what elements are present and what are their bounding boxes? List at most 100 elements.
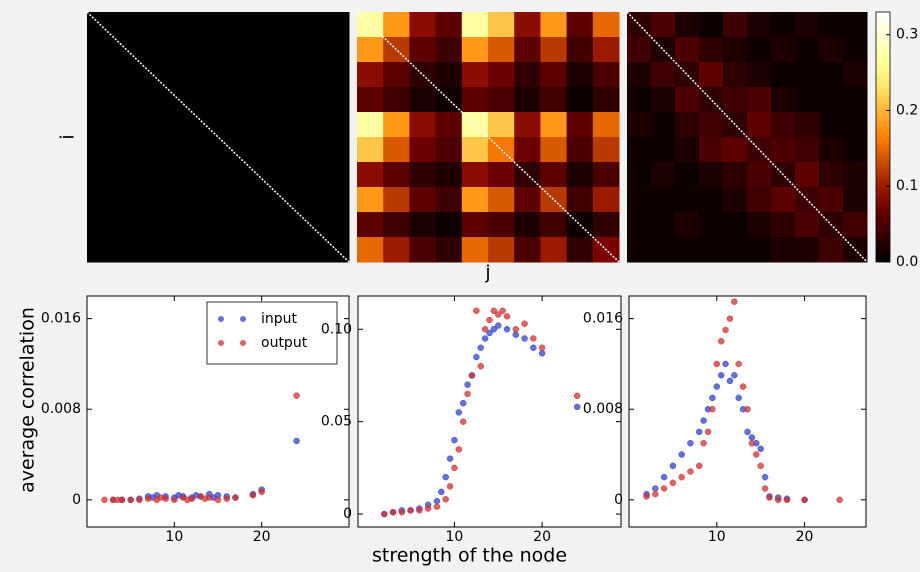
heat-cell xyxy=(843,187,868,213)
heat-cell xyxy=(540,62,568,88)
point xyxy=(503,313,511,320)
heat-cell xyxy=(139,162,167,188)
heat-cell xyxy=(699,37,724,63)
heat-cell xyxy=(87,62,114,88)
point xyxy=(214,496,222,504)
heat-cell xyxy=(699,62,724,88)
point xyxy=(127,496,134,504)
heat-cell xyxy=(165,62,193,88)
heat-cell xyxy=(165,187,193,213)
heat-cell xyxy=(819,37,844,63)
point xyxy=(455,446,463,453)
point xyxy=(695,462,703,470)
point xyxy=(836,496,843,504)
heat-cell xyxy=(651,187,676,213)
heat-cell xyxy=(435,187,463,213)
heat-cell xyxy=(795,62,820,88)
point xyxy=(438,488,445,496)
point xyxy=(660,485,668,492)
heat-cell xyxy=(675,237,700,263)
y-tick-label: 0 xyxy=(343,506,352,522)
heat-cell xyxy=(296,87,324,113)
heat-cell xyxy=(699,137,724,163)
x-tick-label: 10 xyxy=(708,529,726,545)
heat-cell xyxy=(461,137,489,163)
heat-cell xyxy=(139,137,167,163)
point xyxy=(481,335,489,342)
x-tick-label: 20 xyxy=(796,529,814,545)
heat-cell xyxy=(747,37,772,63)
point xyxy=(118,496,126,504)
legend-box xyxy=(206,301,338,365)
heat-cell xyxy=(627,237,652,263)
heat-cell xyxy=(87,162,114,188)
diagonal xyxy=(626,11,868,263)
heat-cell xyxy=(357,237,384,263)
heat-cell xyxy=(723,187,748,213)
heat-cell xyxy=(270,62,298,88)
heat-cell xyxy=(566,12,594,38)
heat-cell xyxy=(651,112,676,138)
point xyxy=(451,436,458,444)
point xyxy=(442,496,449,503)
legend-label: output xyxy=(261,335,308,351)
heat-cell xyxy=(322,87,350,113)
point xyxy=(464,381,471,388)
point xyxy=(709,405,716,413)
heat-cell xyxy=(165,237,193,263)
heat-cell xyxy=(409,12,437,38)
point xyxy=(722,360,729,368)
y-tick-label: 0 xyxy=(72,492,81,508)
point xyxy=(477,344,484,351)
heat-cell xyxy=(566,37,594,63)
heat-cell xyxy=(771,62,796,88)
heat-cell xyxy=(592,137,620,163)
point xyxy=(162,495,169,502)
heat-cell xyxy=(113,112,140,138)
legend-marker xyxy=(218,340,224,346)
heat-cell xyxy=(795,212,820,238)
heat-cell xyxy=(87,187,114,213)
legend-marker xyxy=(240,340,246,346)
heat-cell xyxy=(357,162,384,188)
heat-cell xyxy=(819,237,844,263)
heat-cell xyxy=(675,87,700,113)
point xyxy=(530,335,537,342)
heat-cell xyxy=(244,37,271,63)
point xyxy=(761,473,769,481)
point xyxy=(223,495,230,502)
heat-cell xyxy=(514,12,541,38)
heat-cell xyxy=(409,112,437,138)
heat-cell xyxy=(819,87,844,113)
heat-cell xyxy=(435,37,463,63)
heat-cell xyxy=(218,237,245,263)
point xyxy=(530,344,537,351)
point xyxy=(757,462,764,470)
heat-cell xyxy=(514,237,541,263)
heat-cell xyxy=(383,112,410,138)
heat-cell xyxy=(87,212,114,238)
y-tick-label: 0.016 xyxy=(41,311,81,327)
heat-cell xyxy=(627,137,652,163)
heat-cell xyxy=(322,112,350,138)
heat-cell xyxy=(723,87,748,113)
point xyxy=(486,329,493,337)
heat-cell xyxy=(723,137,748,163)
heat-cell xyxy=(244,137,271,163)
heat-cell xyxy=(139,237,167,263)
heat-cell xyxy=(747,12,772,38)
point xyxy=(652,485,659,492)
point xyxy=(136,496,143,504)
heat-cell xyxy=(795,37,820,63)
heat-cell xyxy=(296,162,324,188)
heat-cell xyxy=(540,12,568,38)
heat-cell xyxy=(747,237,772,263)
point xyxy=(744,405,751,413)
y-tick-label: 0.05 xyxy=(321,414,352,430)
heat-cell xyxy=(244,212,271,238)
x-tick-label: 10 xyxy=(446,529,464,545)
heat-cell xyxy=(651,87,676,113)
heat-cell xyxy=(699,237,724,263)
heat-cell xyxy=(165,137,193,163)
heat-cell xyxy=(488,87,515,113)
